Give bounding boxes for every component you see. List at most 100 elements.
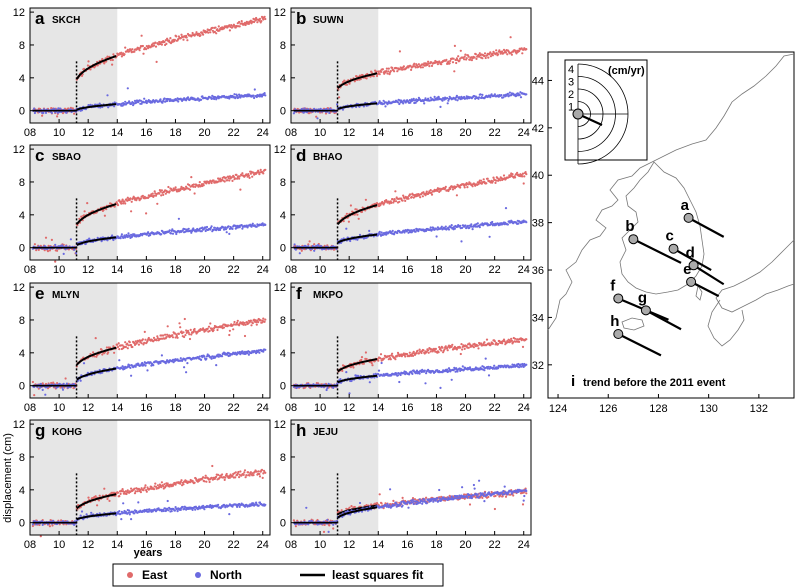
data-point-east bbox=[238, 177, 241, 180]
data-point-east bbox=[430, 64, 434, 67]
data-point-east bbox=[163, 483, 166, 486]
data-point-east bbox=[207, 31, 210, 34]
data-point-east bbox=[189, 328, 192, 331]
data-point-east bbox=[251, 322, 254, 325]
data-point-north bbox=[396, 231, 399, 235]
data-point-east bbox=[192, 183, 195, 186]
panel-letter: b bbox=[296, 9, 306, 28]
data-point-east bbox=[300, 249, 303, 252]
data-point-east bbox=[394, 200, 398, 203]
data-point-east bbox=[128, 341, 131, 344]
data-point-east bbox=[159, 190, 162, 193]
data-point-east bbox=[228, 29, 231, 32]
data-point-east bbox=[347, 220, 350, 223]
data-point-north bbox=[201, 95, 204, 98]
data-point-north bbox=[33, 111, 37, 115]
data-point-north bbox=[82, 362, 86, 365]
data-point-east bbox=[221, 473, 224, 476]
data-point-north bbox=[418, 372, 421, 375]
data-point-east bbox=[152, 44, 156, 47]
x-tick-label: 08 bbox=[24, 127, 36, 139]
data-point-east bbox=[89, 68, 92, 71]
data-point-east bbox=[358, 74, 362, 77]
data-point-east bbox=[465, 57, 468, 60]
data-point-north bbox=[440, 225, 443, 228]
data-point-north bbox=[349, 239, 352, 243]
y-tick-label: 8 bbox=[280, 177, 286, 189]
data-point-east bbox=[233, 24, 236, 27]
data-point-east bbox=[163, 40, 166, 44]
data-point-east bbox=[243, 334, 247, 338]
data-point-north bbox=[118, 510, 121, 513]
x-tick-label: 12 bbox=[82, 402, 94, 414]
data-point-east bbox=[120, 200, 123, 203]
data-point-north bbox=[325, 107, 328, 111]
data-point-north bbox=[461, 226, 464, 229]
data-point-east bbox=[521, 172, 525, 175]
data-point-east bbox=[188, 184, 191, 187]
data-point-north bbox=[484, 357, 487, 360]
data-point-north bbox=[380, 361, 383, 365]
x-tick-label: 18 bbox=[169, 127, 181, 139]
data-point-east bbox=[369, 75, 372, 78]
data-point-east bbox=[113, 351, 116, 354]
data-point-north bbox=[61, 386, 64, 389]
data-point-north bbox=[177, 100, 180, 103]
x-tick-label: 20 bbox=[198, 127, 210, 139]
data-point-north bbox=[44, 393, 47, 396]
y-tick-label: 12 bbox=[274, 144, 286, 156]
y-tick-label: 0 bbox=[19, 106, 25, 118]
data-point-north bbox=[79, 379, 82, 382]
x-tick-label: 24 bbox=[518, 127, 530, 139]
data-point-north bbox=[203, 355, 206, 358]
data-point-east bbox=[116, 345, 120, 349]
data-point-east bbox=[497, 342, 500, 345]
data-point-east bbox=[486, 177, 489, 180]
data-point-east bbox=[437, 351, 440, 354]
x-tick-label: 22 bbox=[489, 264, 501, 276]
data-point-north bbox=[313, 249, 316, 252]
data-point-east bbox=[525, 48, 528, 51]
data-point-north bbox=[429, 96, 432, 99]
data-point-east bbox=[44, 236, 48, 239]
data-point-east bbox=[478, 52, 481, 55]
data-point-east bbox=[152, 194, 156, 197]
data-point-north bbox=[380, 231, 383, 234]
data-point-east bbox=[145, 490, 148, 493]
data-point-east bbox=[165, 336, 168, 339]
data-point-east bbox=[173, 38, 176, 42]
data-point-east bbox=[143, 341, 146, 344]
data-point-east bbox=[234, 476, 237, 479]
data-point-east bbox=[92, 351, 95, 354]
panel-frame bbox=[290, 7, 532, 124]
data-point-east bbox=[502, 48, 506, 52]
data-point-east bbox=[121, 198, 124, 201]
data-point-east bbox=[87, 496, 90, 499]
data-point-north bbox=[152, 364, 155, 367]
data-point-east bbox=[162, 193, 165, 196]
data-point-east bbox=[385, 67, 388, 70]
data-point-east bbox=[143, 486, 146, 489]
data-point-north bbox=[460, 240, 463, 243]
data-point-north bbox=[215, 364, 218, 367]
x-tick-label: 22 bbox=[228, 127, 240, 139]
data-point-east bbox=[343, 79, 346, 82]
data-point-north bbox=[160, 233, 163, 236]
data-point-east bbox=[440, 349, 443, 352]
data-point-east bbox=[248, 176, 251, 179]
data-point-east bbox=[491, 342, 494, 345]
data-point-east bbox=[225, 472, 228, 476]
x-tick-label: 18 bbox=[430, 127, 442, 139]
data-point-east bbox=[205, 182, 208, 185]
station-name: BHAO bbox=[313, 152, 343, 163]
data-point-north bbox=[328, 111, 331, 114]
data-point-east bbox=[415, 64, 419, 67]
data-point-east bbox=[197, 185, 200, 188]
data-point-north bbox=[263, 92, 266, 95]
data-point-north bbox=[128, 364, 131, 367]
data-point-north bbox=[358, 233, 362, 236]
data-point-north bbox=[476, 222, 479, 225]
data-point-north bbox=[234, 96, 237, 99]
data-point-north bbox=[130, 374, 133, 377]
